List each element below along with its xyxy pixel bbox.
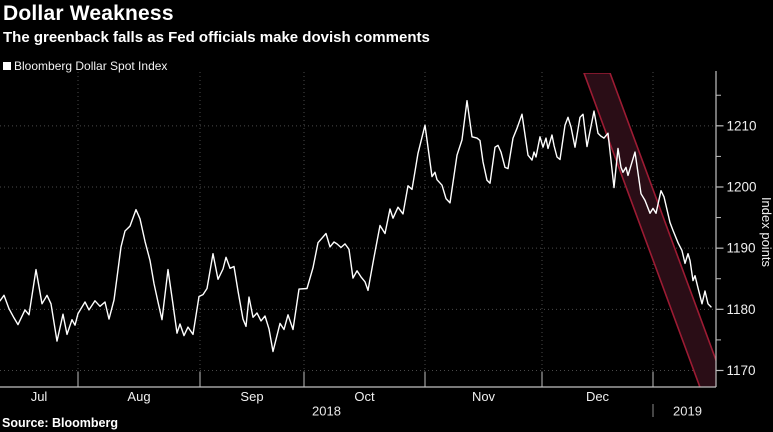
chart-subtitle: The greenback falls as Fed officials mak… (3, 29, 430, 46)
x-tick-label: Sep (240, 389, 263, 404)
y-tick-label: 1210 (727, 118, 757, 133)
chart-title: Dollar Weakness (3, 2, 174, 25)
y-axis-title: Index points (759, 197, 773, 268)
year-label-2018: 2018 (312, 404, 341, 419)
y-tick-label: 1190 (727, 241, 756, 256)
trend-channel-annotation (583, 73, 716, 388)
year-label-2019: 2019 (673, 404, 702, 419)
series-layer (0, 99, 712, 353)
x-tick-label: Dec (586, 389, 610, 404)
legend: Bloomberg Dollar Spot Index (3, 59, 167, 73)
x-tick-label: Aug (127, 389, 150, 404)
y-tick-label: 1170 (727, 363, 756, 378)
x-tick-label: Nov (472, 389, 496, 404)
axis-labels: 1210 1200 1190 1180 1170 Jul Aug Sep Oct Nov Dec 20… (31, 118, 757, 418)
legend-label: Bloomberg Dollar Spot Index (14, 59, 168, 73)
trend-channel-polygon (583, 73, 716, 388)
y-tick-label: 1180 (727, 302, 756, 317)
axes (0, 71, 724, 388)
x-tick-label: Jul (31, 389, 48, 404)
source-attribution: Source: Bloomberg (2, 416, 118, 430)
y-tick-label: 1200 (727, 179, 757, 194)
series-line-bloomberg-dollar-spot-index (0, 99, 712, 353)
legend-swatch-icon (3, 62, 11, 70)
x-tick-label: Oct (354, 389, 375, 404)
